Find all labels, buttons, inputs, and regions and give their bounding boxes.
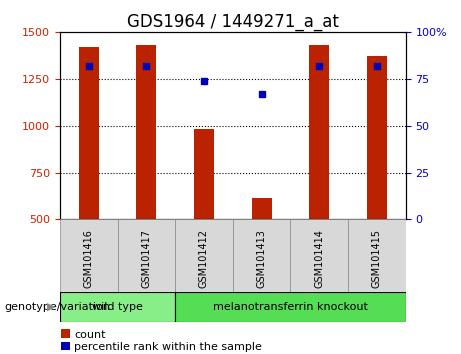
Text: genotype/variation: genotype/variation — [5, 302, 111, 312]
Bar — [252, 198, 272, 219]
Text: wild type: wild type — [92, 302, 143, 312]
Bar — [79, 47, 99, 219]
Bar — [175, 219, 233, 292]
Text: GSM101415: GSM101415 — [372, 229, 382, 289]
Bar — [60, 219, 118, 292]
Text: GSM101412: GSM101412 — [199, 229, 209, 289]
Text: melanotransferrin knockout: melanotransferrin knockout — [213, 302, 368, 312]
Bar — [233, 219, 290, 292]
Text: GSM101416: GSM101416 — [84, 229, 94, 289]
Bar — [367, 56, 387, 219]
Text: GSM101414: GSM101414 — [314, 229, 324, 289]
Text: GSM101413: GSM101413 — [257, 229, 266, 289]
Bar — [290, 219, 348, 292]
Text: ▶: ▶ — [47, 302, 55, 312]
Title: GDS1964 / 1449271_a_at: GDS1964 / 1449271_a_at — [127, 13, 339, 30]
Bar — [348, 219, 406, 292]
Bar — [194, 130, 214, 219]
Bar — [60, 292, 175, 322]
Bar — [118, 219, 175, 292]
Bar — [309, 45, 329, 219]
Text: GSM101417: GSM101417 — [142, 229, 151, 289]
Bar — [175, 292, 406, 322]
Legend: count, percentile rank within the sample: count, percentile rank within the sample — [61, 330, 262, 352]
Bar — [136, 45, 156, 219]
